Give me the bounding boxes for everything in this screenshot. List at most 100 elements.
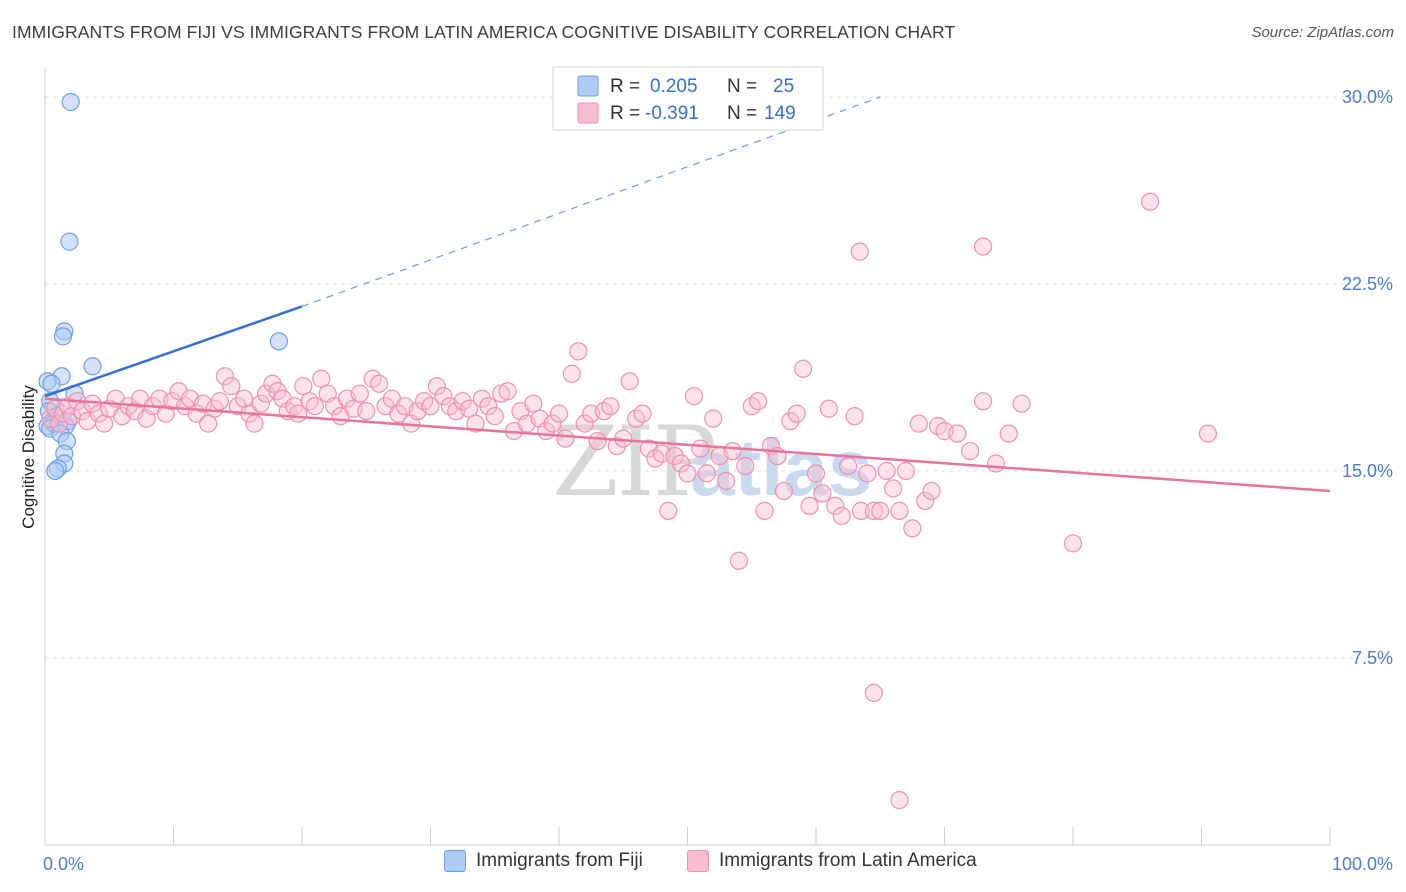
- axes: [44, 68, 1331, 846]
- point-latam-37: [251, 394, 270, 413]
- point-latam-74: [479, 397, 498, 416]
- point-latam-32: [222, 377, 241, 396]
- point-latam-114: [736, 456, 755, 476]
- bottom-legend-swatch-latam: [687, 850, 709, 872]
- point-latam-73: [472, 389, 491, 408]
- point-latam-130: [839, 456, 858, 476]
- point-latam-102: [659, 501, 678, 520]
- point-latam-152: [1063, 534, 1083, 553]
- point-latam-66: [427, 377, 447, 396]
- point-latam-96: [620, 372, 639, 391]
- point-latam-157: [890, 791, 909, 810]
- point-latam-121: [781, 412, 800, 431]
- y-tick-label-0: 7.5%: [1352, 648, 1393, 668]
- bottom-legend-item-fiji: Immigrants from Fiji: [444, 850, 643, 872]
- point-latam-57: [370, 374, 389, 393]
- legend-n-value-fiji: 25: [773, 76, 794, 97]
- point-latam-137: [883, 479, 903, 498]
- y-tick-label-2: 22.5%: [1342, 274, 1393, 294]
- series-latam-points: [41, 192, 1218, 810]
- point-latam-131: [845, 407, 864, 426]
- point-latam-30: [210, 392, 229, 411]
- point-latam-141: [909, 414, 928, 433]
- point-latam-151: [1012, 394, 1031, 413]
- point-latam-67: [434, 387, 453, 406]
- point-latam-89: [575, 414, 594, 433]
- point-latam-65: [421, 397, 440, 416]
- y-tick-label-3: 30.0%: [1342, 87, 1393, 107]
- point-latam-148: [973, 392, 993, 411]
- point-latam-146: [948, 424, 967, 443]
- bottom-legend-label-fiji: Immigrants from Fiji: [476, 850, 643, 871]
- y-axis-title: Cognitive Disability: [19, 385, 38, 529]
- legend-row-latam: R = -0.391 N = 149: [610, 103, 796, 124]
- point-latam-127: [819, 399, 838, 418]
- point-latam-55: [357, 402, 376, 421]
- y-tick-labels: 7.5% 15.0% 22.5% 30.0%: [1342, 87, 1393, 668]
- point-latam-81: [524, 394, 543, 413]
- point-latam-149: [986, 454, 1006, 473]
- point-latam-86: [556, 429, 575, 448]
- point-latam-93: [601, 397, 620, 416]
- series-fiji-points: [38, 92, 288, 481]
- bottom-legend-item-latam: Immigrants from Latin America: [687, 850, 977, 872]
- point-latam-139: [896, 461, 916, 481]
- legend: R = 0.205 N = 25 R = -0.391 N = 149: [552, 66, 824, 131]
- point-latam-124: [800, 496, 819, 516]
- point-latam-120: [774, 481, 793, 501]
- bottom-legend-swatch-fiji: [444, 850, 466, 872]
- point-latam-85: [549, 404, 569, 423]
- point-latam-150: [999, 424, 1018, 443]
- point-latam-60: [389, 404, 408, 423]
- bottom-legend: Immigrants from Fiji Immigrants from Lat…: [0, 850, 1406, 878]
- bottom-legend-label-latam: Immigrants from Latin America: [719, 850, 977, 871]
- point-latam-142: [916, 491, 935, 511]
- point-latam-156: [864, 683, 883, 703]
- point-fiji-0: [61, 92, 80, 112]
- point-latam-45: [294, 377, 313, 396]
- point-latam-106: [684, 387, 704, 406]
- y-tick-label-1: 15.0%: [1342, 461, 1393, 481]
- point-latam-107: [691, 439, 710, 458]
- point-latam-72: [466, 414, 485, 433]
- point-latam-54: [350, 384, 369, 403]
- point-latam-109: [704, 409, 723, 428]
- legend-swatch-fiji: [577, 75, 599, 97]
- point-latam-134: [864, 501, 883, 520]
- point-latam-36: [245, 414, 264, 433]
- point-latam-108: [697, 464, 716, 483]
- point-latam-153: [1198, 424, 1218, 443]
- point-fiji-23: [46, 461, 65, 481]
- point-latam-111: [716, 471, 736, 491]
- point-latam-91: [588, 431, 607, 451]
- point-latam-88: [569, 342, 588, 361]
- point-latam-158: [850, 242, 869, 261]
- point-latam-129: [832, 506, 851, 525]
- point-fiji-24: [269, 332, 288, 351]
- point-latam-147: [961, 441, 980, 461]
- grid-lines: [45, 96, 1390, 659]
- point-latam-31: [215, 367, 234, 386]
- point-latam-48: [312, 369, 331, 388]
- trendline-fiji: [44, 305, 303, 398]
- chart-title: IMMIGRANTS FROM FIJI VS IMMIGRANTS FROM …: [12, 22, 956, 42]
- point-fiji-1: [60, 232, 79, 251]
- point-latam-116: [749, 392, 768, 411]
- point-latam-46: [300, 392, 319, 411]
- x-tick-label-min: 0.0%: [43, 854, 84, 874]
- trendline-fiji-extension: [301, 96, 881, 308]
- legend-swatch-latam: [577, 102, 599, 124]
- trendline-latam: [44, 397, 1331, 493]
- legend-n-label: N =: [727, 76, 757, 97]
- point-latam-136: [877, 461, 896, 481]
- point-latam-125: [806, 464, 826, 483]
- point-latam-103: [665, 446, 684, 466]
- point-latam-47: [305, 397, 324, 416]
- point-latam-87: [562, 364, 581, 383]
- point-latam-112: [723, 441, 742, 461]
- point-latam-133: [858, 464, 877, 483]
- point-latam-135: [871, 501, 890, 520]
- point-latam-154: [1140, 192, 1160, 211]
- point-latam-77: [498, 382, 517, 401]
